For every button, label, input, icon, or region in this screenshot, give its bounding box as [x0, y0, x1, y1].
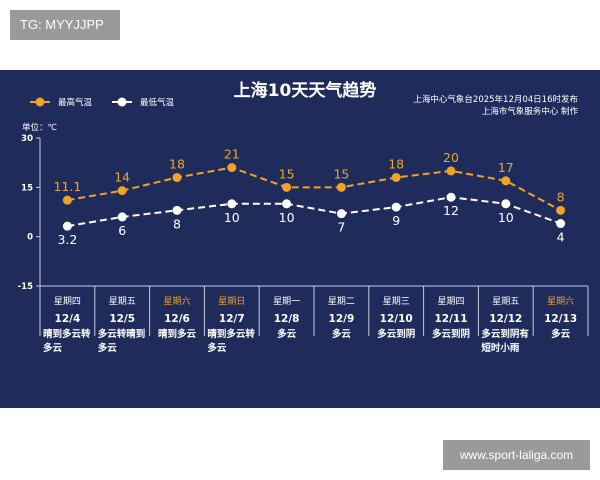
weekday-label: 星期一: [273, 296, 300, 307]
data-point: [227, 163, 237, 173]
legend-marker: [117, 97, 127, 107]
data-label: 3.2: [57, 232, 77, 247]
watermark-top: TG: MYYJJPP: [10, 10, 120, 40]
chart-panel: 上海10天天气趋势上海中心气象台2025年12月04日16时发布 上海市气象服务中…: [0, 70, 600, 408]
date-label: 12/9: [329, 313, 355, 325]
weekday-label: 星期二: [328, 296, 355, 307]
weekday-label: 星期四: [437, 296, 464, 307]
weather-label: 晴到多云: [158, 328, 197, 340]
data-point: [391, 202, 401, 212]
legend-label: 最高气温: [58, 97, 93, 108]
data-label: 8: [557, 189, 565, 204]
weather-label: 多云转晴到: [98, 328, 146, 340]
data-point: [172, 205, 182, 215]
weekday-label: 星期五: [109, 296, 136, 307]
weather-label: 短时小雨: [481, 342, 520, 354]
data-label: 8: [173, 216, 181, 231]
weather-label: 多云: [43, 342, 63, 354]
data-point: [446, 166, 456, 176]
date-label: 12/11: [434, 313, 467, 325]
data-point: [282, 182, 292, 192]
weather-label: 晴到多云转: [207, 328, 255, 340]
data-point: [227, 199, 237, 209]
weather-label: 多云: [551, 328, 571, 340]
series-line-0: [67, 166, 562, 212]
data-point: [282, 199, 292, 209]
data-point: [391, 172, 401, 182]
weather-label: 多云到阴: [432, 328, 470, 340]
data-point: [556, 219, 566, 229]
weekday-label: 星期六: [163, 295, 190, 307]
watermark-bottom: www.sport-laliga.com: [443, 440, 590, 470]
data-point: [556, 205, 566, 215]
weekday-label: 星期三: [383, 296, 410, 307]
date-label: 12/7: [219, 313, 245, 325]
data-point: [62, 221, 72, 231]
data-label: 18: [169, 156, 185, 171]
y-tick-label: -15: [18, 282, 33, 292]
unit-label: 单位：℃: [22, 122, 58, 133]
weather-label: 晴到多云转: [43, 328, 91, 340]
data-label: 7: [337, 220, 345, 235]
date-label: 12/4: [55, 313, 81, 325]
data-point: [336, 209, 346, 219]
data-label: 10: [498, 210, 514, 225]
weekday-label: 星期日: [218, 296, 245, 307]
weather-label: 多云: [277, 328, 297, 340]
weather-label: 多云: [332, 328, 352, 340]
data-label: 18: [388, 156, 404, 171]
date-label: 12/5: [109, 313, 135, 325]
legend-marker: [35, 97, 45, 107]
data-point: [446, 192, 456, 202]
date-label: 12/10: [380, 313, 413, 325]
weekday-label: 星期四: [54, 296, 81, 307]
data-point: [501, 199, 511, 209]
data-label: 14: [114, 170, 130, 185]
data-label: 15: [333, 166, 349, 181]
weather-label: 多云: [98, 342, 118, 354]
date-label: 12/6: [164, 313, 190, 325]
y-tick-label: 0: [27, 233, 33, 243]
weather-label: 多云: [207, 342, 227, 354]
data-label: 12: [443, 203, 459, 218]
data-label: 21: [224, 147, 240, 162]
data-point: [336, 182, 346, 192]
legend-label: 最低气温: [140, 97, 175, 108]
data-label: 10: [224, 210, 240, 225]
data-label: 11.1: [53, 179, 81, 194]
date-label: 12/13: [544, 313, 577, 325]
y-tick-label: 30: [21, 134, 33, 144]
data-point: [117, 186, 127, 196]
data-label: 17: [498, 160, 514, 175]
chart-subtitle: 上海市气象服务中心 制作: [482, 106, 579, 117]
series-line-1: [67, 196, 561, 228]
data-point: [501, 176, 511, 186]
data-label: 20: [443, 150, 459, 165]
data-label: 15: [279, 166, 295, 181]
data-point: [172, 172, 182, 182]
y-tick-label: 15: [21, 183, 33, 193]
data-point: [62, 195, 72, 205]
data-label: 4: [557, 230, 565, 245]
chart-subtitle: 上海中心气象台2025年12月04日16时发布: [413, 94, 578, 105]
data-label: 10: [279, 210, 295, 225]
data-label: 9: [392, 213, 400, 228]
weather-trend-chart: 上海10天天气趋势上海中心气象台2025年12月04日16时发布上海市气象服务中…: [18, 80, 589, 354]
date-label: 12/8: [274, 313, 300, 325]
data-point: [117, 212, 127, 222]
data-label: 6: [118, 223, 126, 238]
weekday-label: 星期六: [547, 295, 574, 307]
weekday-label: 星期五: [492, 296, 519, 307]
weather-label: 多云到阴: [377, 328, 415, 340]
chart-title: 上海10天天气趋势: [234, 80, 377, 101]
weather-label: 多云到阴有: [481, 328, 529, 340]
date-label: 12/12: [489, 313, 522, 325]
